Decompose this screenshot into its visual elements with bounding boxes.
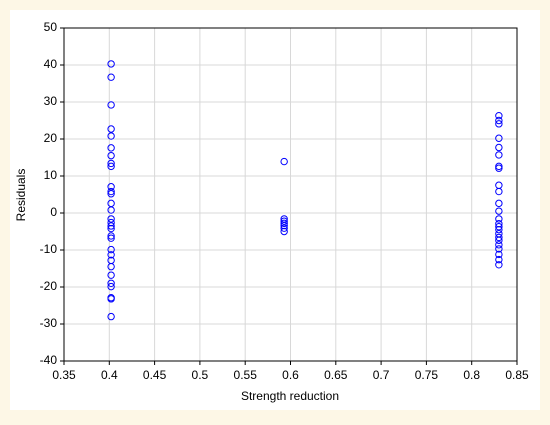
point [107, 159, 115, 168]
point [107, 262, 115, 271]
point [495, 245, 503, 253]
point [495, 261, 503, 269]
point [107, 215, 115, 223]
plot-frame [63, 27, 518, 362]
x-tick-label: 0.65 [324, 368, 348, 382]
point [107, 279, 115, 287]
point [107, 162, 115, 171]
x-tick-label: 0.55 [234, 368, 258, 382]
point [107, 190, 115, 198]
x-tick-label: 0.45 [143, 368, 167, 382]
point [495, 215, 503, 223]
point [280, 227, 288, 236]
x-tick-label: 0.8 [463, 368, 480, 382]
point [495, 255, 503, 264]
point [107, 101, 115, 109]
point [107, 224, 115, 233]
point [495, 120, 503, 128]
y-tick-label: -20 [40, 279, 58, 293]
point [280, 217, 288, 225]
point [107, 232, 115, 240]
y-tick-label: 30 [44, 94, 58, 108]
x-tick-label: 0.7 [373, 368, 390, 382]
x-tick-label: 0.35 [52, 368, 76, 382]
x-tick-label: 0.5 [192, 368, 209, 382]
y-tick-label: 0 [50, 205, 57, 219]
point [495, 116, 503, 125]
y-tick-label: -10 [40, 242, 58, 256]
point [495, 250, 503, 259]
point [107, 295, 115, 303]
point [495, 222, 503, 231]
point [107, 73, 115, 81]
point [107, 183, 115, 191]
point [107, 187, 115, 196]
point [495, 233, 503, 242]
y-tick-label: 50 [44, 20, 58, 34]
point [495, 236, 503, 245]
point [495, 225, 503, 234]
x-tick-label: 0.6 [282, 368, 299, 382]
x-tick-label: 0.85 [505, 368, 529, 382]
point [495, 111, 503, 120]
point [495, 199, 503, 208]
point [107, 132, 115, 140]
y-tick-label: 10 [44, 168, 58, 182]
point [495, 207, 503, 215]
y-tick-label: 40 [44, 57, 58, 71]
point [280, 157, 288, 166]
y-tick-label: -40 [40, 353, 58, 367]
point [107, 151, 115, 160]
point [280, 219, 288, 228]
point [280, 224, 288, 232]
point [495, 241, 503, 249]
point [107, 206, 115, 214]
point [107, 312, 115, 321]
point [107, 144, 115, 152]
point [107, 245, 115, 254]
x-tick-label: 0.4 [101, 368, 118, 382]
point [107, 222, 115, 230]
point [107, 125, 115, 133]
y-axis-label: Residuals [14, 169, 28, 222]
point [495, 134, 503, 142]
x-axis-label: Strength reduction [241, 389, 339, 403]
point [107, 271, 115, 279]
point [107, 60, 115, 68]
x-tick-label: 0.75 [415, 368, 439, 382]
y-tick-label: -30 [40, 316, 58, 330]
point [495, 187, 503, 196]
point [495, 151, 503, 159]
point [495, 143, 503, 152]
point [107, 251, 115, 259]
y-tick-label: 20 [44, 131, 58, 145]
point [107, 282, 115, 291]
point [107, 234, 115, 242]
point [495, 164, 503, 172]
